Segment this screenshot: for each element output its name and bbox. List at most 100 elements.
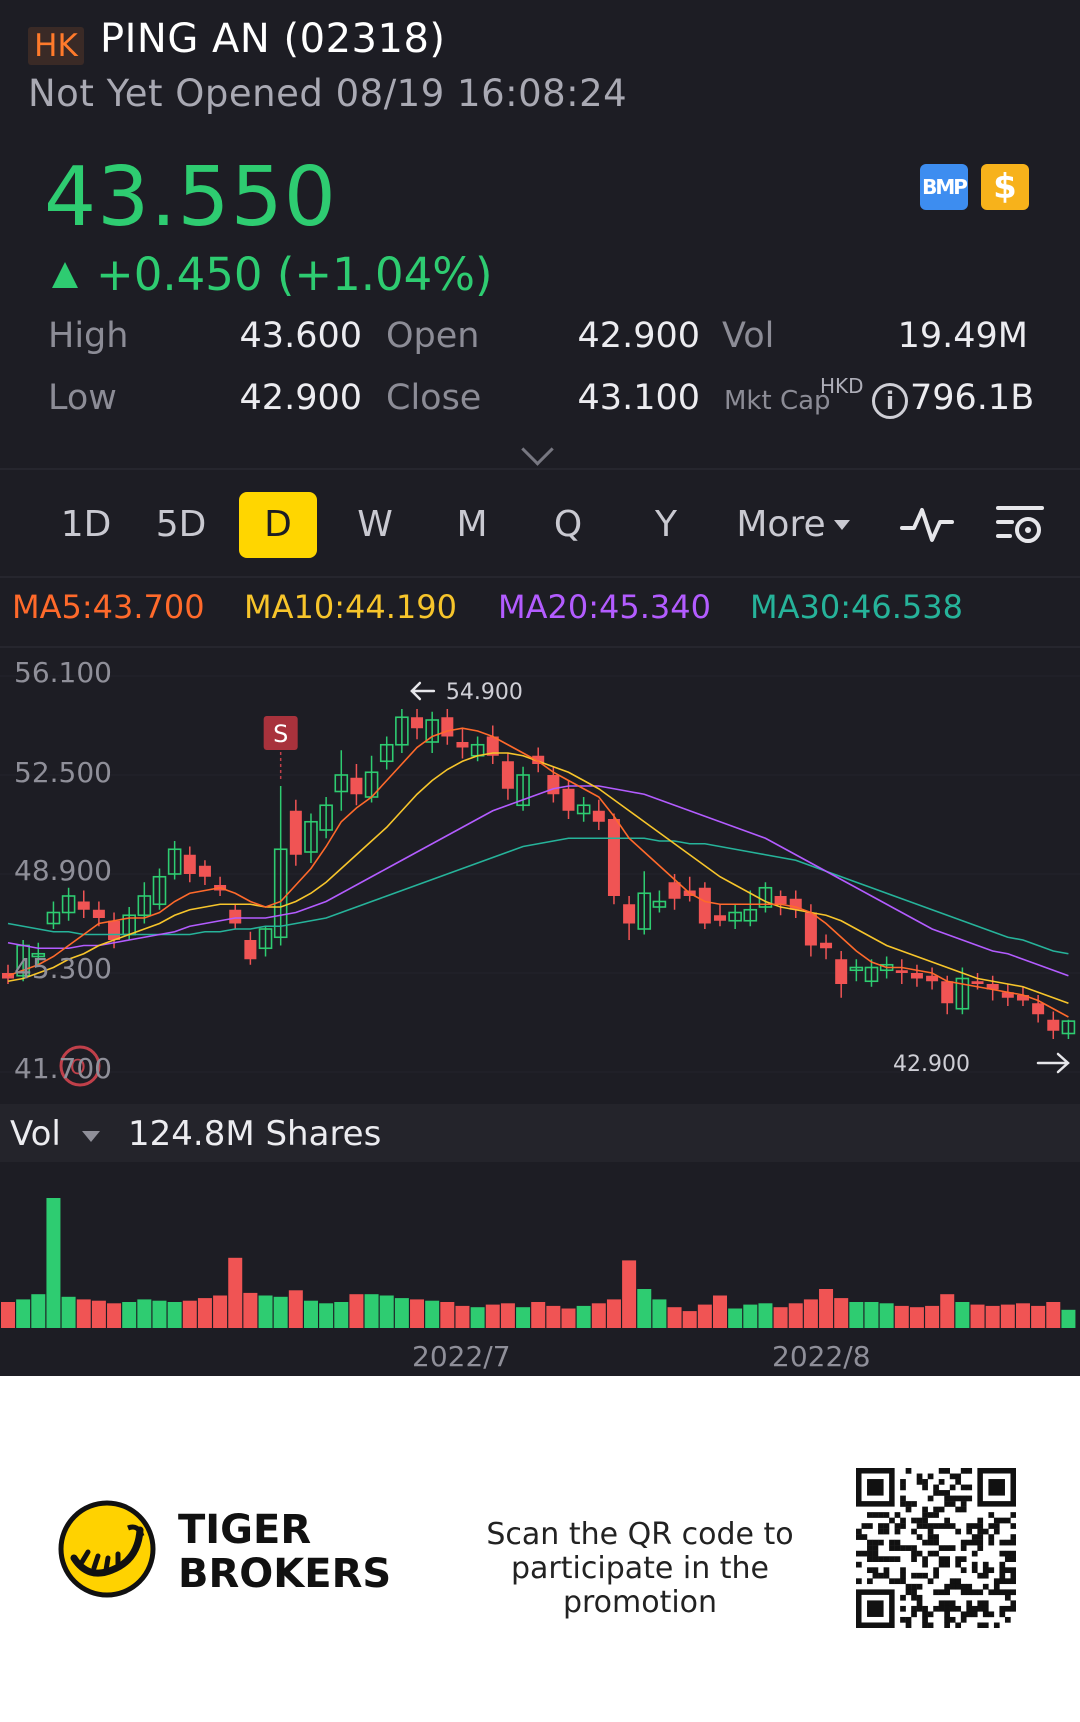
tab-5d[interactable]: 5D	[155, 504, 207, 545]
qr-module	[894, 1578, 901, 1585]
qr-module	[927, 1622, 934, 1628]
qr-module	[911, 1594, 917, 1601]
candle-body	[835, 959, 848, 984]
qr-module	[944, 1611, 950, 1618]
qr-module	[933, 1484, 939, 1491]
qr-module	[949, 1545, 956, 1551]
qr-module	[949, 1583, 956, 1590]
qr-module	[883, 1523, 890, 1529]
qr-module	[944, 1517, 950, 1524]
volume-bar	[243, 1292, 258, 1328]
candle-body	[334, 774, 349, 793]
qr-module	[960, 1611, 967, 1618]
qr-module	[960, 1495, 967, 1502]
promo-line-2: participate in the promotion	[511, 1551, 769, 1620]
qr-module	[1010, 1534, 1016, 1540]
y-tick-label: 52.500	[14, 756, 112, 789]
candle-body	[698, 887, 711, 924]
qr-module	[900, 1594, 906, 1601]
volume-bar	[576, 1305, 591, 1328]
close-value: 43.100	[577, 378, 700, 418]
volume-indicator-select[interactable]: Vol	[10, 1114, 61, 1154]
qr-module	[872, 1572, 879, 1579]
qr-module	[916, 1572, 923, 1579]
volume-bar	[773, 1307, 788, 1328]
qr-module	[1004, 1616, 1011, 1623]
tab-y[interactable]: Y	[655, 504, 677, 545]
qr-module	[1004, 1594, 1011, 1601]
qr-module	[878, 1556, 884, 1562]
info-icon[interactable]: i	[872, 383, 908, 419]
vol-value: 19.49M	[897, 316, 1028, 356]
low-value: 42.900	[239, 378, 362, 418]
volume-bar	[182, 1300, 197, 1328]
qr-module	[900, 1495, 906, 1502]
qr-module	[911, 1556, 917, 1562]
chevron-down-icon[interactable]	[521, 433, 554, 466]
qr-module	[960, 1545, 967, 1551]
qr-module	[966, 1484, 973, 1491]
indicator-wave-icon[interactable]	[900, 504, 954, 544]
tab-1d[interactable]: 1D	[60, 504, 112, 545]
qr-module	[949, 1484, 956, 1491]
qr-module	[938, 1589, 945, 1596]
volume-bar	[213, 1295, 228, 1328]
qr-module	[911, 1583, 917, 1590]
candlestick-chart[interactable]: 54.900 42.900 S Q	[0, 648, 1080, 1102]
qr-module	[856, 1534, 862, 1540]
candle-body	[61, 895, 76, 914]
qr-module	[971, 1523, 978, 1529]
tab-q[interactable]: Q	[553, 504, 583, 545]
volume-bar	[167, 1302, 182, 1328]
qr-module	[999, 1567, 1006, 1574]
bmp-icon[interactable]: BMP	[920, 164, 968, 210]
qr-module	[911, 1550, 917, 1557]
candle-body	[395, 716, 409, 746]
qr-module	[971, 1561, 978, 1568]
candle-body	[229, 909, 242, 924]
qr-module	[894, 1512, 901, 1518]
qr-module	[933, 1605, 939, 1612]
qr-module	[999, 1589, 1006, 1596]
qr-module	[944, 1605, 950, 1612]
qr-module	[867, 1567, 873, 1574]
tab-d[interactable]: D	[239, 492, 317, 558]
dollar-icon[interactable]: $	[981, 164, 1029, 210]
low-price-marker: 42.900	[893, 1052, 970, 1077]
candle-body	[258, 928, 273, 950]
qr-module	[977, 1539, 984, 1546]
volume-bar	[531, 1302, 546, 1328]
qr-code[interactable]	[856, 1468, 1016, 1628]
candle-body	[350, 777, 363, 795]
signal-badge	[263, 716, 298, 750]
qr-module	[977, 1534, 984, 1540]
qr-module	[922, 1484, 928, 1491]
volume-bar	[516, 1307, 531, 1328]
qr-module	[1004, 1605, 1011, 1612]
qr-module	[999, 1550, 1006, 1557]
caret-down-icon[interactable]	[82, 1131, 100, 1142]
tab-more[interactable]: More	[734, 492, 852, 558]
qr-module	[988, 1611, 995, 1618]
y-tick-label: 48.900	[14, 854, 112, 887]
qr-module	[966, 1523, 973, 1529]
candle-body	[743, 908, 758, 922]
qr-module	[883, 1528, 890, 1535]
volume-bar	[970, 1304, 985, 1328]
volume-bar	[288, 1290, 303, 1328]
qr-module	[966, 1600, 973, 1607]
high-price-marker: 54.900	[446, 680, 523, 705]
volume-bar	[379, 1295, 394, 1328]
qr-module	[1010, 1512, 1016, 1518]
mktcap-value: 796.1B	[910, 378, 1035, 418]
tab-w[interactable]: W	[357, 504, 393, 545]
qr-module	[878, 1512, 884, 1518]
chart-settings-icon[interactable]	[996, 500, 1048, 546]
volume-header	[0, 1104, 1080, 1162]
low-label: Low	[48, 378, 117, 418]
volume-chart[interactable]	[0, 1164, 1080, 1334]
qr-module	[1010, 1578, 1016, 1585]
brand-line-1: TIGER	[178, 1507, 312, 1553]
qr-module	[982, 1567, 989, 1574]
tab-m[interactable]: M	[456, 504, 488, 545]
